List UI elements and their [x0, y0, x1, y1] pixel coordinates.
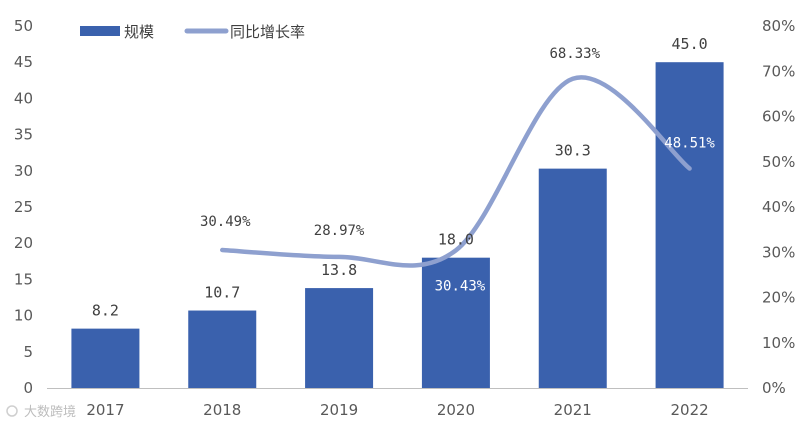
- y-left-tick-label: 25: [14, 198, 33, 216]
- bar-2021: [538, 168, 607, 388]
- y-right-tick-label: 40%: [762, 198, 795, 216]
- watermark-text: 大数跨境: [24, 405, 76, 420]
- y-left-tick-label: 40: [14, 89, 33, 107]
- y-axis-right: 0% 10% 20% 30% 40% 50% 60% 70% 80%: [762, 17, 795, 397]
- bar-value-label: 45.0: [672, 35, 708, 53]
- bar-2019: [305, 288, 374, 388]
- legend-line-label: 同比增长率: [230, 23, 305, 41]
- line-value-label: 28.97%: [314, 223, 365, 239]
- x-tick-label: 2021: [554, 401, 592, 419]
- x-tick-label: 2020: [437, 401, 475, 419]
- bar-value-label: 30.3: [555, 142, 591, 160]
- line-data-labels: 30.49% 28.97% 30.43% 68.33% 48.51%: [200, 46, 715, 294]
- bar-2022: [655, 62, 724, 388]
- y-right-tick-label: 30%: [762, 243, 795, 261]
- y-right-tick-label: 10%: [762, 334, 795, 352]
- y-right-tick-label: 70%: [762, 62, 795, 80]
- y-right-tick-label: 0%: [762, 379, 786, 397]
- bar-2017: [71, 328, 140, 388]
- growth-rate-line: [220, 75, 692, 268]
- line-value-label: 68.33%: [549, 46, 600, 62]
- watermark-icon: [6, 405, 18, 417]
- y-left-tick-label: 10: [14, 307, 33, 325]
- line-value-label: 48.51%: [664, 135, 715, 151]
- y-left-tick-label: 5: [23, 343, 33, 361]
- y-right-tick-label: 50%: [762, 153, 795, 171]
- bar-value-label: 18.0: [438, 231, 474, 249]
- y-right-tick-label: 60%: [762, 108, 795, 126]
- bar-value-label: 13.8: [321, 261, 357, 279]
- bar-value-label: 10.7: [204, 284, 240, 302]
- x-tick-label: 2022: [670, 401, 708, 419]
- y-left-tick-label: 0: [23, 379, 33, 397]
- y-left-tick-label: 45: [14, 53, 33, 71]
- legend-bar-swatch: [80, 26, 120, 36]
- x-tick-label: 2019: [320, 401, 358, 419]
- line-value-label: 30.49%: [200, 214, 251, 230]
- watermark: 大数跨境: [6, 405, 76, 420]
- y-left-tick-label: 15: [14, 270, 33, 288]
- y-axis-left: 0 5 10 15 20 25 30 35 40 45 50: [14, 17, 33, 397]
- y-left-tick-label: 30: [14, 162, 33, 180]
- legend-bar-label: 规模: [124, 23, 154, 41]
- bar-value-label: 8.2: [92, 302, 119, 320]
- x-tick-label: 2018: [203, 401, 241, 419]
- y-left-tick-label: 50: [14, 17, 33, 35]
- y-right-tick-label: 20%: [762, 289, 795, 307]
- bar-series: [71, 62, 724, 388]
- legend: 规模 同比增长率: [80, 23, 305, 41]
- y-right-tick-label: 80%: [762, 17, 795, 35]
- bar-2020: [421, 257, 490, 388]
- bar-2018: [188, 310, 257, 388]
- y-left-tick-label: 20: [14, 234, 33, 252]
- x-tick-label: 2017: [86, 401, 124, 419]
- x-axis: 2017 2018 2019 2020 2021 2022: [86, 401, 708, 419]
- bar-data-labels: 8.2 10.7 13.8 18.0 30.3 45.0: [92, 35, 708, 319]
- y-left-tick-label: 35: [14, 126, 33, 144]
- line-value-label: 30.43%: [435, 278, 486, 294]
